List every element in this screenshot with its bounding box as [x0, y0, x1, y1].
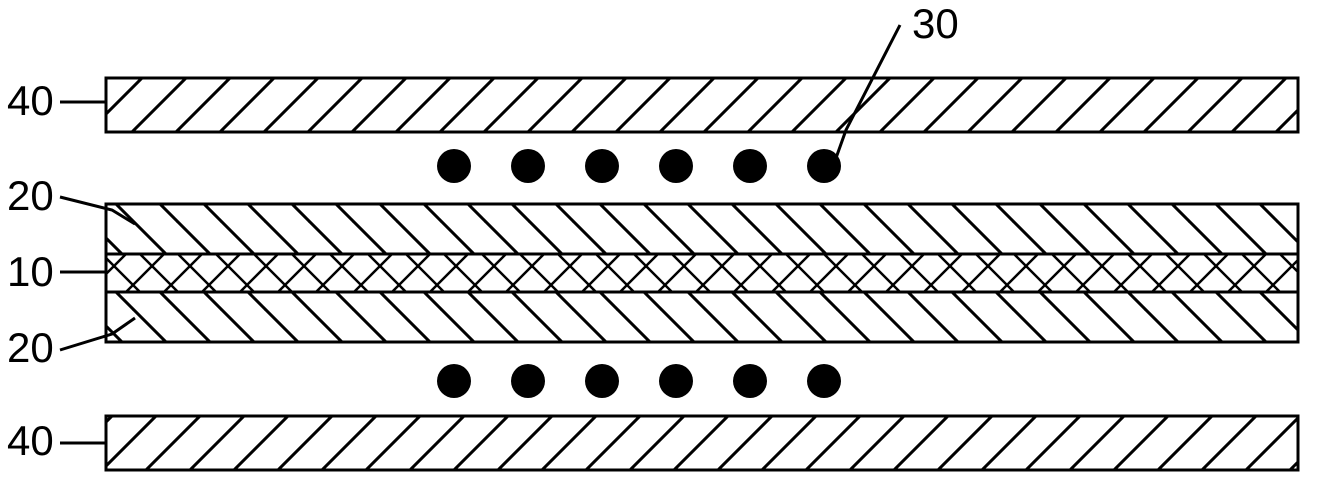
dot-30-bottom: [807, 364, 841, 398]
dot-30-bottom: [511, 364, 545, 398]
layer-diagram: 40 20 10 20 40 30: [0, 0, 1330, 500]
dot-30-bottom: [437, 364, 471, 398]
layer-20-bottom: [106, 292, 1298, 342]
dot-30-top: [659, 149, 693, 183]
layer-20-top: [106, 204, 1298, 254]
dot-30-bottom: [659, 364, 693, 398]
dot-30-top: [511, 149, 545, 183]
dot-30-top: [437, 149, 471, 183]
dot-30-top: [733, 149, 767, 183]
label-10: 10: [7, 248, 54, 295]
layer-10-core: [106, 254, 1298, 292]
layer-40-bottom: [106, 416, 1298, 470]
label-30: 30: [912, 0, 959, 47]
layer-40-top: [106, 78, 1298, 132]
dot-30-bottom: [585, 364, 619, 398]
dot-30-bottom: [733, 364, 767, 398]
dot-30-top: [585, 149, 619, 183]
label-40_top: 40: [7, 77, 54, 124]
label-40_bottom: 40: [7, 417, 54, 464]
label-20_bottom: 20: [7, 324, 54, 371]
label-20_top: 20: [7, 172, 54, 219]
